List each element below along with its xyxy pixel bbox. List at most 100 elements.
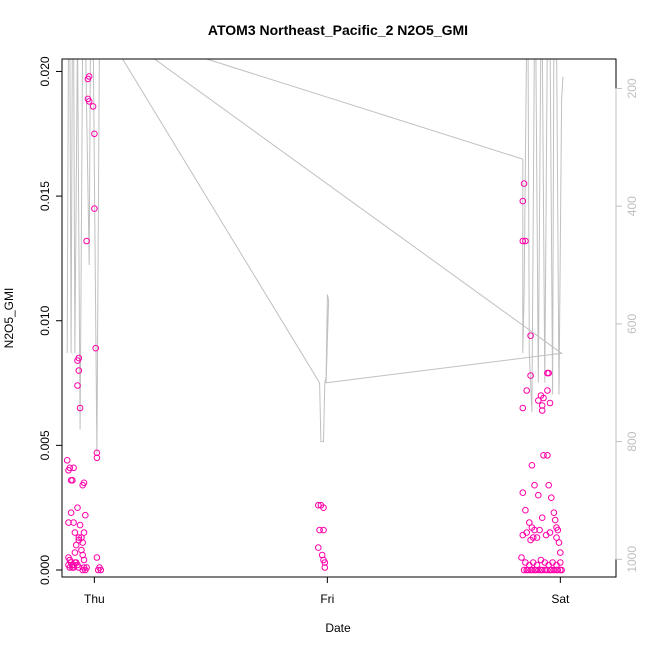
data-point — [535, 491, 542, 499]
pressure-line — [66, 59, 564, 454]
data-point — [72, 541, 80, 549]
right-y-axis: 200 400 600 800 1000 — [615, 78, 639, 573]
left-tick-label: 0.000 — [38, 555, 52, 585]
data-point — [522, 506, 529, 514]
data-point — [74, 504, 81, 512]
data-point — [520, 180, 528, 187]
data-point — [75, 534, 83, 541]
left-tick-label: 0.020 — [38, 56, 52, 86]
data-point — [544, 566, 551, 574]
data-point — [538, 514, 546, 522]
data-point — [93, 554, 101, 561]
x-axis: Thu Fri Sat — [84, 576, 570, 606]
right-tick-label: 200 — [625, 78, 639, 98]
data-point — [526, 519, 533, 526]
data-point — [315, 501, 322, 509]
data-point — [545, 481, 553, 489]
data-point — [320, 526, 327, 534]
data-point — [531, 481, 538, 489]
left-y-axis: 0.000 0.005 0.010 0.015 0.020 — [38, 56, 63, 585]
data-point — [519, 404, 527, 412]
left-tick-label: 0.010 — [38, 305, 52, 335]
data-point — [80, 479, 88, 487]
data-point — [519, 531, 527, 539]
data-point — [80, 529, 88, 536]
data-point — [540, 394, 547, 402]
data-point — [83, 564, 90, 571]
x-tick-label: Thu — [84, 592, 105, 606]
data-point — [85, 73, 93, 80]
data-point — [527, 536, 534, 544]
pressure-line-series — [66, 59, 564, 454]
right-tick-label: 1000 — [625, 546, 639, 573]
data-point — [527, 332, 534, 340]
data-point — [76, 404, 84, 412]
data-point — [316, 526, 323, 534]
data-point — [63, 457, 71, 464]
data-point — [75, 367, 83, 374]
data-point — [518, 554, 525, 561]
data-point — [66, 564, 74, 571]
data-point — [320, 504, 327, 512]
right-tick-label: 400 — [625, 196, 639, 216]
data-point — [91, 130, 98, 138]
data-point — [557, 559, 564, 566]
data-point — [553, 534, 560, 541]
data-point — [528, 462, 536, 469]
data-point — [550, 566, 558, 574]
data-point — [546, 399, 554, 407]
data-point — [70, 519, 77, 526]
data-point — [554, 566, 562, 574]
data-point — [85, 98, 93, 105]
data-point — [75, 354, 83, 362]
x-axis-label: Date — [325, 621, 351, 635]
data-point — [519, 197, 527, 205]
data-point — [535, 397, 542, 404]
data-point — [93, 449, 101, 457]
data-point — [551, 516, 559, 524]
data-point — [538, 407, 546, 414]
data-point — [89, 103, 97, 110]
data-point — [66, 464, 74, 472]
data-point — [522, 237, 529, 245]
data-point — [93, 454, 101, 462]
data-point — [92, 344, 99, 352]
data-point — [527, 372, 534, 379]
chart-title: ATOM3 Northeast_Pacific_2 N2O5_GMI — [208, 22, 468, 38]
y-axis-label: N2O5_GMI — [2, 288, 16, 349]
data-point — [97, 566, 105, 574]
x-tick-label: Fri — [320, 592, 334, 606]
data-point — [554, 526, 562, 534]
data-point — [83, 237, 90, 245]
right-tick-label: 600 — [625, 314, 639, 334]
data-point — [71, 549, 79, 556]
data-point — [550, 509, 558, 517]
data-point — [536, 526, 543, 534]
data-point — [523, 387, 531, 394]
left-tick-label: 0.005 — [38, 430, 52, 460]
data-point — [528, 566, 536, 574]
data-point — [80, 556, 88, 564]
left-tick-label: 0.015 — [38, 181, 52, 211]
data-point — [535, 566, 542, 574]
data-point — [548, 494, 555, 502]
x-tick-label: Sat — [551, 592, 570, 606]
data-point — [544, 452, 551, 459]
data-point — [531, 526, 538, 534]
data-point — [70, 564, 77, 571]
data-point — [544, 387, 551, 394]
data-point — [538, 402, 546, 409]
right-tick-label: 800 — [625, 431, 639, 451]
data-point — [520, 566, 528, 574]
data-point — [321, 564, 329, 571]
data-point — [519, 237, 527, 245]
data-point — [533, 534, 541, 541]
data-point — [558, 566, 565, 574]
data-point — [524, 566, 532, 574]
data-point — [69, 477, 76, 484]
data-point — [67, 509, 75, 517]
data-point — [70, 464, 77, 472]
data-point — [555, 539, 563, 546]
data-point — [321, 559, 329, 566]
